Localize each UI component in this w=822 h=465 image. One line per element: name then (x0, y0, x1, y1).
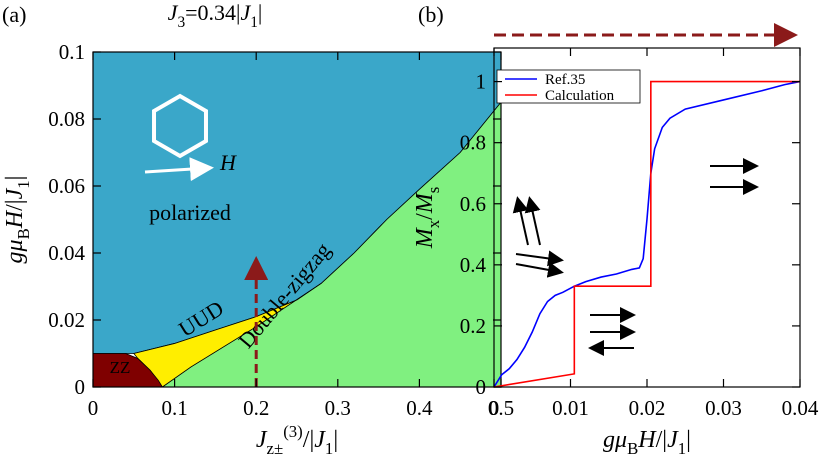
y-tick-label: 0.02 (48, 308, 85, 332)
phase-region (92, 353, 164, 388)
x-tick-label: 0.04 (782, 396, 819, 420)
label-part: M (412, 226, 438, 249)
label-part: J (314, 427, 326, 453)
x-tick-label: 0 (88, 396, 99, 420)
label-part: / (412, 213, 438, 220)
label-part: J (667, 427, 679, 453)
data-line (493, 80, 800, 388)
y-tick-label: 0.6 (460, 192, 486, 216)
panel-label: (a) (2, 2, 26, 27)
data-line (493, 80, 801, 388)
y-tick-label: 0.08 (48, 107, 85, 131)
label-part: /| (2, 199, 28, 210)
y-tick-label: 0 (75, 375, 86, 399)
y-tick-label: 0.4 (460, 253, 487, 277)
legend-box (496, 69, 641, 104)
label-part: s (424, 187, 443, 194)
label-part: H (637, 427, 657, 453)
x-tick-label: 0.03 (705, 396, 742, 420)
label-part: 1 (325, 439, 333, 458)
y-tick-label: 0.8 (460, 131, 486, 155)
label-part: | (686, 427, 691, 453)
x-tick-label: 0.5 (488, 396, 514, 420)
label-part: M (412, 191, 438, 214)
y-tick-label: 0.2 (460, 314, 486, 338)
label-part: B (14, 228, 33, 239)
label-part: x (424, 219, 443, 228)
label-part: J (256, 427, 268, 453)
label-part: 1 (14, 180, 33, 188)
y-tick-label: 0 (476, 375, 487, 399)
y-axis-label: Mx/Ms (412, 187, 443, 250)
legend-label: Calculation (545, 88, 615, 104)
label-part: | (333, 427, 338, 453)
x-tick-label: 0.02 (629, 396, 666, 420)
x-tick-label: 0 (489, 396, 500, 420)
x-tick-label: 0.4 (406, 396, 433, 420)
y-tick-label: 0.1 (59, 40, 85, 64)
label-part: 1 (678, 439, 686, 458)
x-axis-label: gμBH/|J1| (603, 427, 691, 458)
field-label: H (219, 150, 237, 175)
spin-arrow (515, 261, 564, 278)
label-part: gμ (2, 239, 28, 263)
label-part: 3 (177, 14, 185, 31)
x-axis-label: Jz±(3)/|J1| (256, 422, 338, 458)
panel-label: (b) (418, 2, 444, 27)
x-tick-label: 0.01 (552, 396, 589, 420)
label-part: /| (656, 427, 667, 453)
field-arrow (144, 157, 214, 182)
x-tick-label: 0.1 (161, 396, 187, 420)
label-part: J (2, 187, 28, 199)
label-part: B (627, 439, 638, 458)
panel-title: J3=0.34|J1| (168, 0, 263, 31)
y-tick-label: 0.06 (48, 174, 85, 198)
label-part: z± (267, 439, 284, 458)
y-tick-label: 1 (476, 70, 487, 94)
label-part: | (2, 176, 28, 181)
region-label: polarized (149, 200, 231, 225)
label-part: | (258, 0, 262, 25)
y-axis-label: gμBH/|J1| (2, 176, 33, 264)
region-label: ZZ (110, 358, 131, 377)
label-part: /| (303, 427, 314, 453)
label-part: 1 (250, 14, 258, 31)
legend-label: Ref.35 (545, 72, 585, 88)
x-tick-label: 0.3 (325, 396, 351, 420)
label-part: (3) (283, 422, 303, 441)
spin-arrow (512, 196, 529, 246)
y-tick-label: 0.04 (48, 241, 85, 265)
label-part: gμ (603, 427, 627, 453)
label-part: J (168, 0, 179, 25)
spin-arrow (515, 250, 564, 267)
label-part: =0.34| (185, 0, 240, 25)
x-tick-label: 0.2 (243, 396, 269, 420)
plot-frame (92, 51, 502, 388)
spin-arrow (524, 196, 541, 246)
label-part: J (240, 0, 251, 25)
lattice-icon (152, 93, 208, 159)
label-part: H (2, 209, 28, 229)
